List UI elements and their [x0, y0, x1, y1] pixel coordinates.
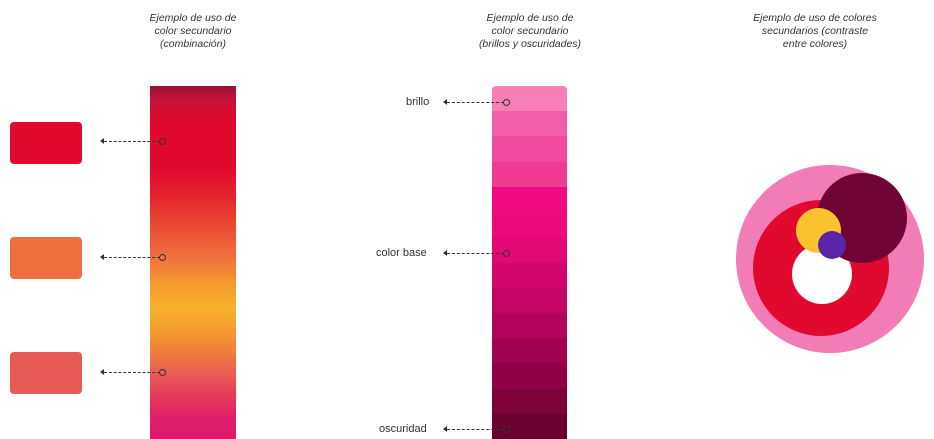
caption-contrast: Ejemplo de uso de colores secundarios (c… [753, 12, 877, 50]
arrow-tick-icon [443, 426, 447, 432]
marker-dot-icon [159, 138, 166, 145]
label-base-color: color base [376, 247, 427, 259]
shade-stripe [492, 363, 567, 389]
swatch-red [10, 122, 82, 164]
marker-dot-icon [503, 99, 510, 106]
shade-stripe [492, 111, 567, 137]
marker-dot-icon [503, 426, 510, 433]
swatch-orange [10, 237, 82, 279]
shade-stripe [492, 86, 567, 112]
arrow-tick-icon [100, 254, 104, 260]
connector-red [100, 137, 166, 147]
connector-coral [100, 368, 166, 378]
connector-shadow [443, 425, 510, 435]
shade-stripe [492, 161, 567, 187]
connector-orange [100, 253, 166, 263]
label-highlight: brillo [406, 96, 430, 108]
shade-stripe [492, 388, 567, 414]
arrow-tick-icon [100, 369, 104, 375]
caption-shades: Ejemplo de uso de color secundario (bril… [478, 12, 582, 50]
shade-stripe [492, 287, 567, 313]
connector-highlight [443, 98, 510, 108]
marker-dot-icon [159, 254, 166, 261]
shade-stripe [492, 237, 567, 263]
combination-gradient-bar [150, 86, 236, 439]
shade-column [492, 86, 567, 439]
circle-purple [818, 231, 846, 259]
shade-stripe [492, 312, 567, 339]
caption-combination: Ejemplo de uso de color secundario (comb… [149, 12, 237, 50]
marker-dot-icon [503, 250, 510, 257]
shade-stripe [492, 212, 567, 238]
connector-base-color [443, 249, 510, 259]
arrow-tick-icon [443, 250, 447, 256]
shade-stripe [492, 136, 567, 162]
shade-stripe [492, 186, 567, 213]
swatch-coral [10, 352, 82, 394]
shade-stripe [492, 262, 567, 288]
arrow-tick-icon [443, 99, 447, 105]
label-shadow: oscuridad [379, 423, 427, 435]
marker-dot-icon [159, 369, 166, 376]
arrow-tick-icon [100, 138, 104, 144]
shade-stripe [492, 338, 567, 364]
